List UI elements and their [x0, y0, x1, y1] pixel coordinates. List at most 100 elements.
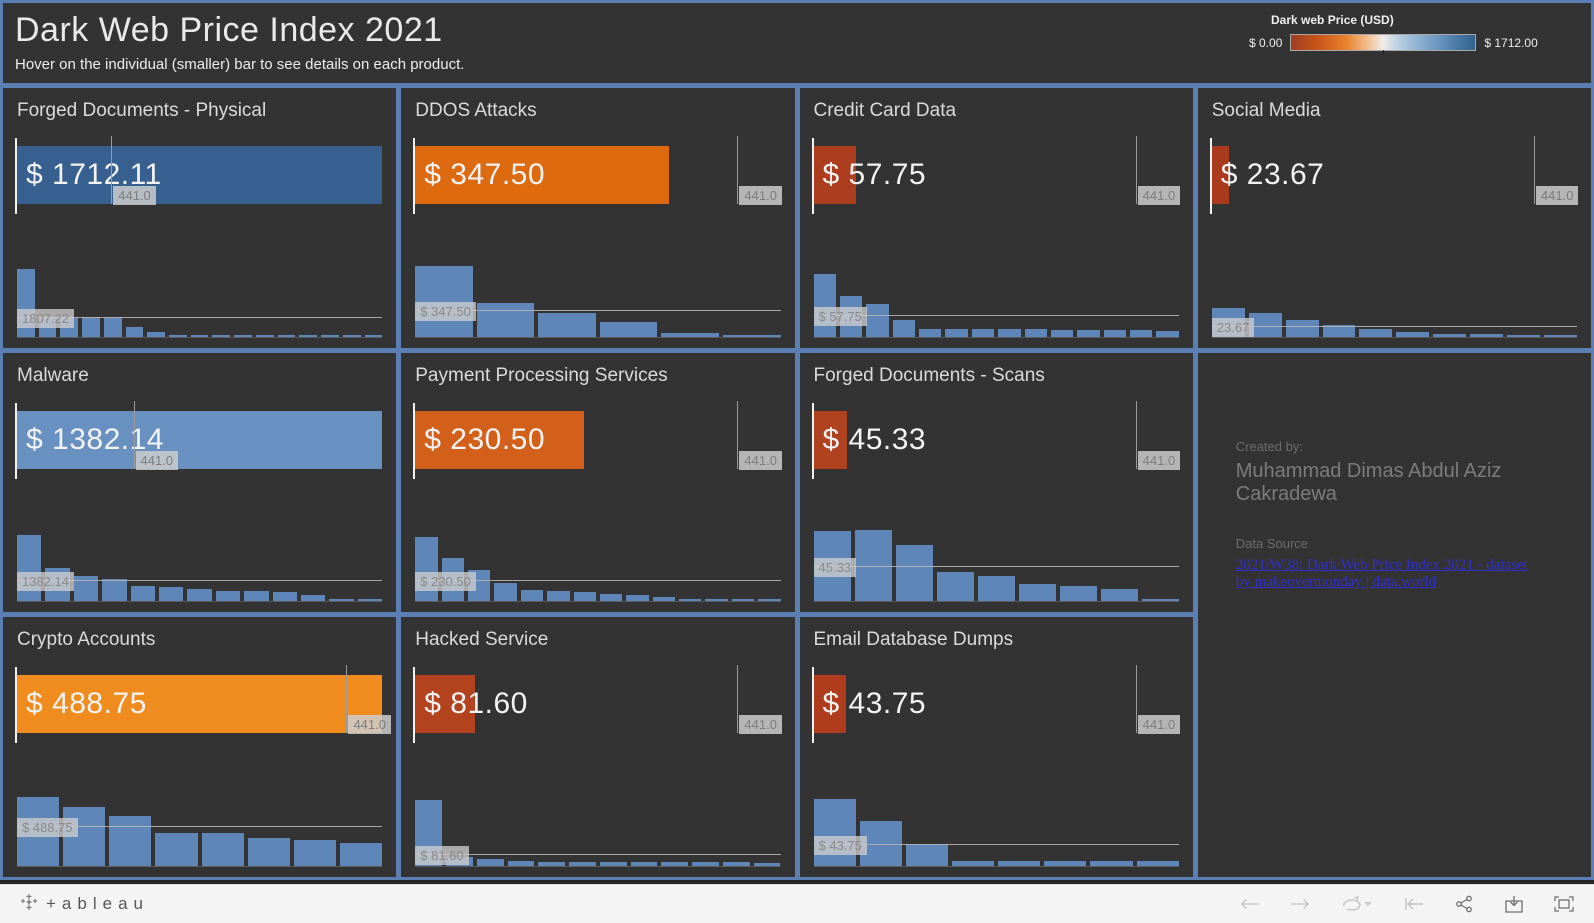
product-bar[interactable]: [951, 861, 995, 866]
product-bar[interactable]: [476, 302, 535, 337]
product-bar[interactable]: [103, 316, 122, 337]
product-bar[interactable]: [507, 861, 535, 866]
product-bar[interactable]: [599, 322, 658, 337]
product-bar[interactable]: [1090, 861, 1133, 866]
product-bar[interactable]: [82, 316, 100, 337]
product-bar[interactable]: [1433, 333, 1467, 337]
fullscreen-icon[interactable]: [1554, 894, 1574, 914]
product-bar[interactable]: [1136, 861, 1179, 866]
product-bar[interactable]: [705, 598, 728, 602]
redo-icon[interactable]: [1290, 894, 1310, 914]
average-price-bar[interactable]: $ 1712.11: [17, 146, 383, 204]
product-bar[interactable]: [342, 334, 361, 337]
product-bar[interactable]: [321, 334, 339, 337]
product-bar[interactable]: [187, 589, 212, 602]
product-bar[interactable]: [1470, 333, 1504, 337]
product-bar[interactable]: [1248, 313, 1282, 337]
product-bar[interactable]: [169, 334, 187, 337]
product-bar[interactable]: [630, 862, 658, 866]
product-bar[interactable]: [494, 582, 517, 602]
product-bar[interactable]: [357, 599, 383, 602]
product-bar[interactable]: [998, 861, 1041, 866]
product-bar[interactable]: [661, 333, 719, 337]
product-bar[interactable]: [247, 837, 290, 866]
product-bar[interactable]: [159, 587, 184, 602]
product-bar[interactable]: [1100, 589, 1138, 602]
product-bar[interactable]: [866, 304, 889, 337]
product-bar[interactable]: [212, 334, 231, 337]
product-bar[interactable]: [722, 862, 750, 866]
product-bar[interactable]: [415, 265, 473, 337]
product-bar[interactable]: [340, 842, 383, 866]
average-price-bar[interactable]: $ 488.75: [17, 675, 383, 734]
product-bar[interactable]: [1544, 334, 1577, 337]
average-price-bar[interactable]: $ 23.67: [1211, 146, 1324, 204]
product-bar[interactable]: [364, 334, 383, 337]
product-bar[interactable]: [753, 863, 781, 866]
product-bar[interactable]: [661, 862, 689, 866]
product-bar[interactable]: [1044, 861, 1087, 866]
product-bar[interactable]: [130, 586, 156, 602]
product-bar[interactable]: [813, 274, 836, 337]
product-bar[interactable]: [329, 598, 354, 602]
product-bar[interactable]: [102, 579, 127, 602]
average-price-bar[interactable]: $ 230.50: [415, 410, 584, 469]
average-price-bar[interactable]: $ 1382.14: [17, 410, 383, 469]
product-bar[interactable]: [293, 840, 337, 866]
product-bar[interactable]: [255, 334, 274, 337]
product-bar[interactable]: [1130, 330, 1153, 337]
average-price-bar[interactable]: $ 57.75: [813, 146, 926, 204]
product-bar[interactable]: [692, 862, 719, 866]
product-bar[interactable]: [626, 594, 649, 602]
product-bar[interactable]: [201, 832, 244, 866]
product-bar[interactable]: [272, 592, 298, 602]
product-bar[interactable]: [547, 591, 570, 602]
product-bar[interactable]: [905, 843, 948, 866]
product-bar[interactable]: [109, 816, 152, 866]
product-bar[interactable]: [1103, 329, 1126, 337]
download-icon[interactable]: [1504, 894, 1524, 914]
product-bar[interactable]: [147, 332, 166, 337]
undo-icon[interactable]: [1240, 894, 1260, 914]
product-bar[interactable]: [125, 327, 144, 337]
product-bar[interactable]: [277, 334, 296, 337]
product-bar[interactable]: [998, 328, 1021, 337]
product-bar[interactable]: [722, 334, 781, 337]
product-bar[interactable]: [971, 328, 995, 337]
product-bar[interactable]: [919, 328, 942, 337]
product-bar[interactable]: [538, 861, 566, 866]
product-bar[interactable]: [1024, 328, 1047, 337]
product-bar[interactable]: [299, 334, 318, 337]
product-bar[interactable]: [599, 862, 627, 866]
product-bar[interactable]: [1077, 329, 1100, 337]
product-bar[interactable]: [1156, 330, 1179, 337]
product-bar[interactable]: [1141, 598, 1179, 602]
product-bar[interactable]: [190, 334, 209, 337]
share-icon[interactable]: [1454, 894, 1474, 914]
product-bar[interactable]: [1018, 584, 1056, 602]
average-price-bar[interactable]: $ 81.60: [415, 675, 527, 734]
product-bar[interactable]: [1359, 328, 1393, 337]
product-bar[interactable]: [945, 328, 968, 337]
product-bar[interactable]: [1050, 329, 1074, 337]
product-bar[interactable]: [679, 598, 702, 602]
replay-icon[interactable]: [1340, 894, 1374, 914]
product-bar[interactable]: [813, 799, 856, 866]
data-source-link[interactable]: 2021/W38: Dark Web Price Index 2021 - da…: [1235, 556, 1528, 590]
product-bar[interactable]: [415, 537, 438, 602]
product-bar[interactable]: [244, 591, 269, 602]
product-bar[interactable]: [1396, 332, 1430, 337]
product-bar[interactable]: [520, 589, 544, 602]
product-bar[interactable]: [301, 594, 326, 602]
average-price-bar[interactable]: $ 43.75: [813, 675, 926, 734]
product-bar[interactable]: [652, 597, 675, 602]
product-bar[interactable]: [573, 592, 596, 602]
product-bar[interactable]: [1322, 324, 1356, 337]
product-bar[interactable]: [758, 599, 781, 602]
product-bar[interactable]: [155, 832, 198, 866]
product-bar[interactable]: [538, 313, 596, 337]
product-bar[interactable]: [569, 862, 596, 866]
tableau-logo[interactable]: +ableau: [20, 893, 149, 916]
product-bar[interactable]: [17, 535, 42, 602]
product-bar[interactable]: [476, 858, 504, 866]
